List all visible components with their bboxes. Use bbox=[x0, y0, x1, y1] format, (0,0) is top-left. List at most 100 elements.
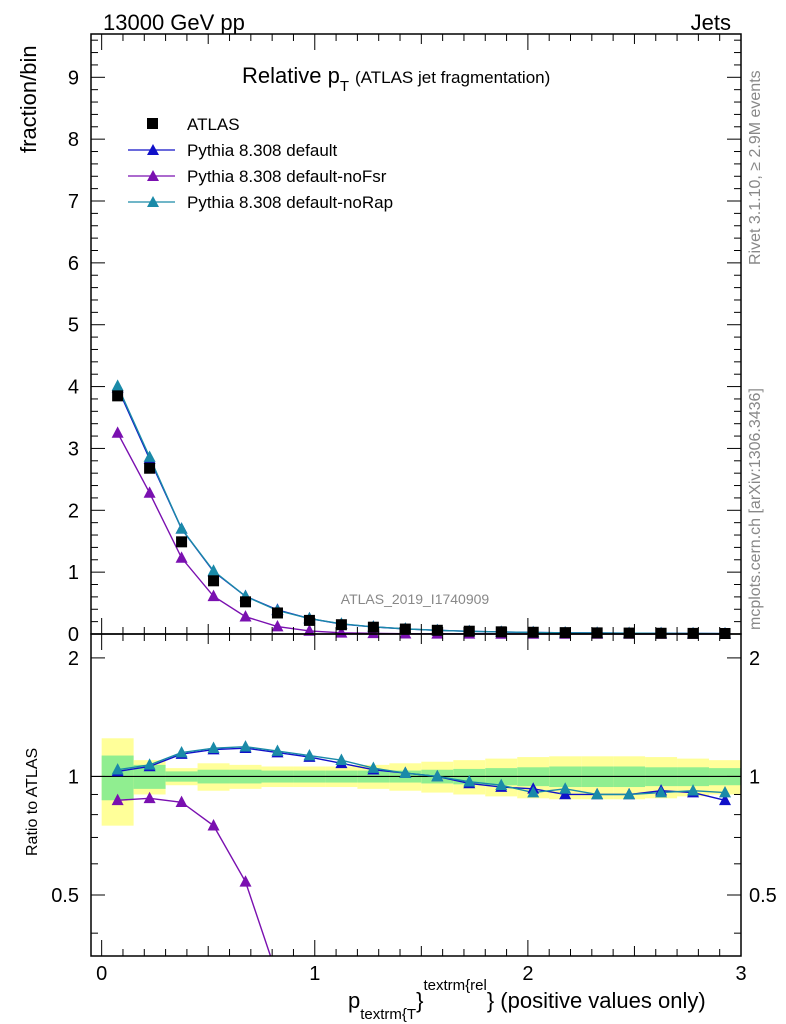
ratio-point-2 bbox=[303, 748, 316, 761]
y-tick-label: 2 bbox=[68, 500, 79, 522]
series-point-1 bbox=[207, 589, 220, 602]
ratio-panel: 0 1 2 3 0.5 0.5 1 1 2 2 bbox=[51, 633, 777, 985]
header-right: Jets bbox=[691, 10, 731, 35]
legend-marker-atlas bbox=[147, 118, 158, 129]
ratio-line-2 bbox=[117, 745, 726, 796]
data-point bbox=[559, 627, 571, 639]
x-tick-label: 0 bbox=[96, 963, 107, 985]
ratio-point-2 bbox=[207, 741, 220, 753]
ratio-point-2 bbox=[367, 761, 380, 773]
main-panel: Relative pT (ATLAS jet fragmentation) ATL… bbox=[68, 33, 742, 646]
x-axis-title-brace: } bbox=[416, 988, 423, 1013]
legend-marker-norap bbox=[147, 196, 159, 207]
data-point bbox=[527, 626, 539, 638]
ratio-point-2 bbox=[143, 758, 156, 770]
ratio-point-2 bbox=[623, 787, 636, 800]
data-point bbox=[335, 619, 347, 631]
ratio-point-2 bbox=[431, 769, 444, 782]
ratio-tick-label-right: 2 bbox=[749, 648, 760, 670]
legend-marker-default bbox=[147, 144, 159, 155]
data-point bbox=[591, 627, 603, 639]
series-point-2 bbox=[143, 450, 156, 462]
ratio-point-2 bbox=[271, 744, 284, 756]
ratio-point-2 bbox=[111, 763, 124, 775]
chart-title-suffix: (ATLAS jet fragmentation) bbox=[355, 68, 550, 87]
data-point bbox=[176, 536, 188, 548]
ratio-tick-label: 2 bbox=[68, 648, 79, 670]
y-tick-label: 1 bbox=[68, 562, 79, 584]
legend-label-norap: Pythia 8.308 default-noRap bbox=[187, 193, 393, 212]
series-point-1 bbox=[271, 619, 284, 632]
chart-title-sub: T bbox=[340, 78, 349, 95]
mcplots-label: mcplots.cern.ch [arXiv:1306.3436] bbox=[747, 388, 764, 630]
ratio-point-1 bbox=[207, 819, 220, 831]
y-tick-label: 8 bbox=[68, 129, 79, 151]
data-point bbox=[303, 614, 315, 626]
header-left: 13000 GeV pp bbox=[103, 10, 245, 35]
ratio-frame bbox=[90, 633, 742, 957]
x-axis-title: ptextrm{T}textrm{rel} (positive values o… bbox=[348, 977, 706, 1023]
ratio-point-1 bbox=[143, 791, 156, 804]
series-point-2 bbox=[207, 564, 220, 576]
ratio-tick-label: 0.5 bbox=[51, 885, 79, 907]
ratio-tick-label: 1 bbox=[68, 766, 79, 788]
x-axis-title-sup: textrm{rel bbox=[423, 977, 486, 994]
x-axis-title-main: p bbox=[348, 988, 360, 1013]
x-axis-title-suffix: } (positive values only) bbox=[487, 988, 706, 1013]
ratio-point-2 bbox=[655, 785, 668, 798]
series-point-2 bbox=[175, 522, 188, 534]
ratio-point-1 bbox=[175, 795, 188, 808]
data-point bbox=[399, 623, 411, 635]
x-tick-label: 3 bbox=[735, 963, 746, 985]
y-axis-title: fraction/bin bbox=[16, 45, 41, 153]
series-point-2 bbox=[111, 379, 124, 391]
legend-label-nofsr: Pythia 8.308 default-noFsr bbox=[187, 167, 387, 186]
chart-title: Relative pT (ATLAS jet fragmentation) bbox=[242, 63, 550, 95]
analysis-watermark: ATLAS_2019_I1740909 bbox=[341, 591, 490, 607]
ratio-point-0 bbox=[719, 793, 732, 806]
ratio-tick-label-right: 1 bbox=[749, 766, 760, 788]
data-point bbox=[463, 625, 475, 637]
ratio-point-2 bbox=[527, 785, 540, 798]
y-tick-label: 5 bbox=[68, 315, 79, 337]
y-tick-label: 9 bbox=[68, 67, 79, 89]
ratio-point-2 bbox=[559, 782, 572, 794]
x-tick-label: 1 bbox=[309, 963, 320, 985]
data-point bbox=[112, 390, 124, 402]
ratio-point-2 bbox=[719, 785, 732, 798]
ratio-axis-title: Ratio to ATLAS bbox=[24, 748, 41, 856]
y-tick-label: 6 bbox=[68, 253, 79, 275]
ratio-line-1 bbox=[117, 797, 272, 957]
ratio-point-1 bbox=[111, 793, 124, 806]
y-tick-label: 0 bbox=[68, 624, 79, 646]
chart-title-main: Relative p bbox=[242, 63, 340, 88]
ratio-point-2 bbox=[399, 766, 412, 778]
ratio-point-1 bbox=[239, 875, 252, 887]
data-point bbox=[367, 621, 379, 633]
data-point bbox=[144, 462, 156, 474]
ratio-band-inner bbox=[101, 755, 134, 801]
ratio-point-2 bbox=[335, 753, 348, 765]
data-point bbox=[495, 626, 507, 638]
x-axis-title-sub: textrm{T bbox=[360, 1006, 416, 1023]
y-tick-label: 3 bbox=[68, 438, 79, 460]
series-point-1 bbox=[143, 486, 156, 498]
data-point bbox=[271, 607, 283, 619]
series-point-1 bbox=[239, 610, 252, 622]
y-tick-label: 7 bbox=[68, 191, 79, 213]
legend-marker-nofsr bbox=[147, 170, 159, 181]
series-point-1 bbox=[175, 551, 188, 563]
data-point bbox=[623, 627, 635, 639]
ratio-point-2 bbox=[687, 784, 700, 796]
data-point bbox=[240, 596, 252, 608]
ratio-point-2 bbox=[239, 740, 252, 752]
ratio-point-2 bbox=[495, 778, 508, 791]
legend-label-atlas: ATLAS bbox=[187, 115, 240, 134]
data-point bbox=[208, 575, 220, 587]
series-point-1 bbox=[303, 624, 316, 636]
ratio-point-2 bbox=[463, 775, 476, 787]
ratio-point-2 bbox=[591, 787, 604, 800]
series-point-1 bbox=[111, 426, 124, 438]
y-tick-label: 4 bbox=[68, 377, 79, 399]
